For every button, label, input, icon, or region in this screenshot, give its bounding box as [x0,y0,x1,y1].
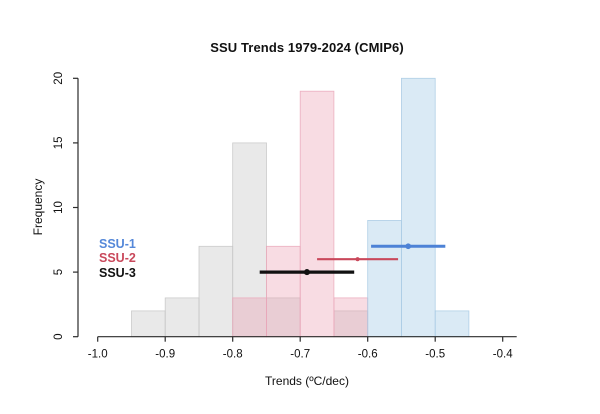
hist-bar-ssu-1 [434,310,470,338]
legend-item-ssu2: SSU-2 [99,251,136,266]
y-tick-label: 10 [53,201,65,214]
x-tick-label: -0.8 [223,349,243,361]
x-tick-label: -0.7 [290,349,310,361]
x-tick-label: -0.4 [493,349,513,361]
x-tick-label: -0.5 [425,349,445,361]
hist-bar-ssu-1 [400,77,436,338]
y-tick-label: 15 [53,137,65,150]
error-bar-mean-ssu-2 [355,257,360,262]
histogram-bars [131,77,470,338]
y-tick-label: 20 [53,72,65,85]
x-tick-label: -1.0 [88,349,108,361]
error-bar-mean-ssu-3 [303,269,310,276]
hist-bar-ssu-2 [299,90,335,338]
error-bar-mean-ssu-1 [405,243,412,250]
y-tick-label: 5 [53,269,65,275]
x-tick-label: -0.9 [155,349,175,361]
hist-bar-ssu-3 [232,142,267,338]
error-bars [259,243,446,276]
x-tick-label: -0.6 [358,349,378,361]
hist-bar-ssu-1 [367,219,402,338]
hist-bar-ssu-3 [265,297,301,338]
y-axis-label: Frequency [31,178,45,236]
legend: SSU-1 SSU-2 SSU-3 [99,237,136,280]
legend-item-ssu3: SSU-3 [99,265,136,280]
hist-bar-ssu-2 [232,297,267,338]
hist-bar-ssu-3 [131,310,166,338]
legend-item-ssu1: SSU-1 [99,237,136,251]
axes: -1.0 -0.9 -0.8 -0.7 -0.6 -0.5 -0.4 0 5 10 15 20 [53,72,517,361]
hist-bar-ssu-2 [333,297,369,338]
hist-bar-ssu-2 [265,245,301,338]
chart-title: SSU Trends 1979-2024 (CMIP6) [210,40,404,55]
hist-bar-ssu-3 [198,245,234,338]
x-axis-label: Trends (ºC/dec) [265,374,349,388]
y-tick-label: 0 [53,333,65,339]
hist-bar-ssu-3 [164,297,200,338]
